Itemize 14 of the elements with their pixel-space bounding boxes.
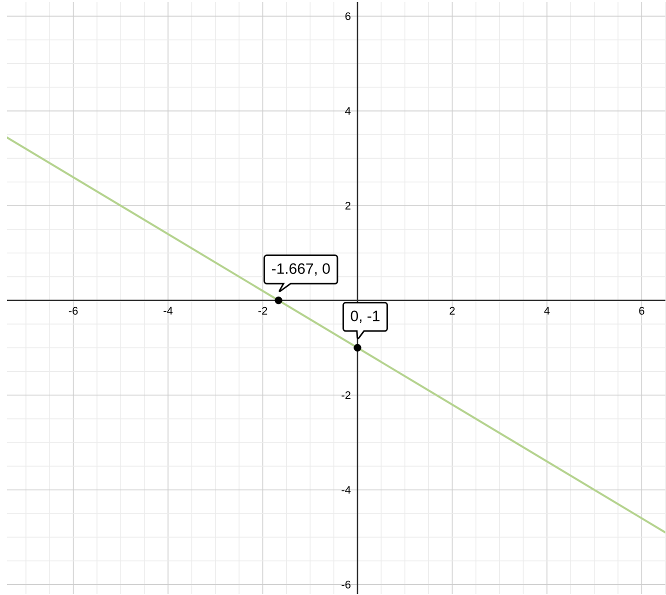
- y-tick-label: -6: [342, 580, 350, 588]
- y-tick-label: -2: [342, 391, 350, 399]
- x-tick-label: 4: [544, 306, 550, 314]
- y-tick-label: -4: [342, 486, 351, 494]
- y-tick-label: 2: [345, 202, 350, 210]
- x-tick-label: -2: [258, 306, 268, 315]
- annotation: 0, -1: [350, 310, 380, 324]
- x-tick-label: 6: [639, 306, 644, 315]
- x-tick-label: 2: [450, 306, 455, 315]
- annotation: -1.667, 0: [272, 263, 330, 276]
- y-tick-label: 6: [345, 12, 350, 20]
- y-tick-label: 4: [345, 107, 351, 115]
- x-tick-label: -6: [68, 306, 78, 315]
- x-tick-label: -4: [164, 306, 173, 314]
